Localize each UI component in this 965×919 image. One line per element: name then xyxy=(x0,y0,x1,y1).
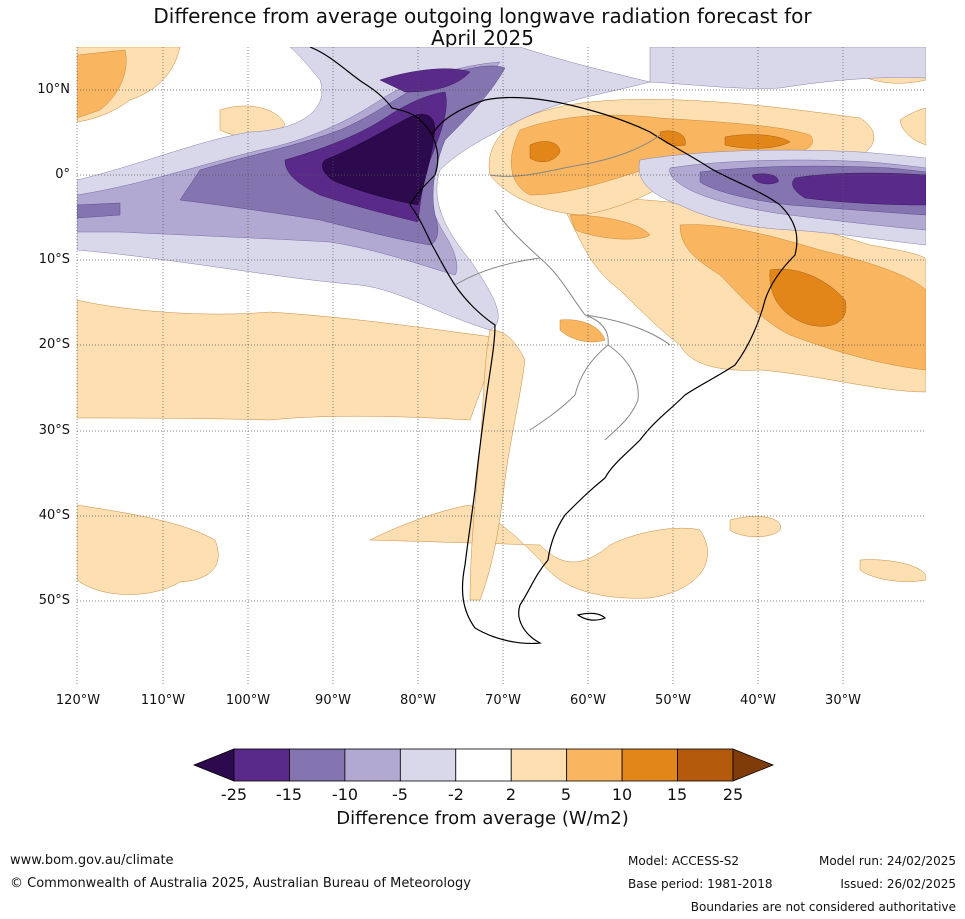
colorbar-segment xyxy=(510,748,568,782)
colorbar-tick: -5 xyxy=(392,785,408,804)
positive-anomaly-atlantic-south xyxy=(729,516,926,582)
model-run-date: Model run: 24/02/2025 xyxy=(818,854,956,868)
colorbar-segment xyxy=(455,748,512,782)
colorbar xyxy=(192,748,775,782)
issued-date: Issued: 26/02/2025 xyxy=(840,877,956,891)
positive-anomaly-chile-coast xyxy=(469,329,526,601)
colorbar-segment xyxy=(566,748,623,782)
positive-anomaly-sw-pacific xyxy=(77,504,219,595)
lon-label-110w: 110°W xyxy=(140,693,186,708)
colorbar-segment xyxy=(344,748,401,782)
country-borders xyxy=(454,134,671,441)
colorbar-tick: 5 xyxy=(560,785,572,804)
base-period: Base period: 1981-2018 xyxy=(628,877,773,891)
colorbar-segment xyxy=(677,748,734,782)
graticule xyxy=(76,47,926,685)
colorbar-tick: 15 xyxy=(666,785,688,804)
lat-label-50s: 50°S xyxy=(38,593,70,608)
coastline-central-america xyxy=(309,47,433,136)
website-link[interactable]: www.bom.gov.au/climate xyxy=(10,853,174,868)
lon-label-50w: 50°W xyxy=(655,693,691,708)
lat-label-30s: 30°S xyxy=(38,423,70,438)
lon-label-60w: 60°W xyxy=(570,693,606,708)
coastline-south-america xyxy=(409,96,798,645)
colorbar-tick: 10 xyxy=(611,785,633,804)
lon-label-100w: 100°W xyxy=(225,693,271,708)
colorbar-label: Difference from average (W/m2) xyxy=(336,808,629,829)
colorbar-segment xyxy=(289,748,346,782)
positive-anomaly-east-pacific xyxy=(77,47,286,138)
colorbar-extend-min xyxy=(192,748,235,782)
model-name: Model: ACCESS-S2 xyxy=(628,854,740,868)
colorbar-segment xyxy=(399,748,457,782)
colorbar-segment xyxy=(233,748,290,782)
lat-label-10n: 10°N xyxy=(37,82,70,97)
lat-label-0: 0° xyxy=(55,167,70,182)
colorbar-segment xyxy=(621,748,678,782)
lon-label-70w: 70°W xyxy=(485,693,521,708)
falkland-islands xyxy=(576,612,607,621)
colorbar-tick: -15 xyxy=(275,785,303,804)
lon-label-30w: 30°W xyxy=(825,693,861,708)
lon-label-90w: 90°W xyxy=(315,693,351,708)
map-title-line2: April 2025 xyxy=(431,26,534,50)
negative-anomaly-north-strip xyxy=(649,47,926,89)
colorbar-tick: -2 xyxy=(448,785,464,804)
moderate-positive-ep xyxy=(77,49,651,343)
colorbar-tick: -10 xyxy=(331,785,359,804)
lat-label-20s: 20°S xyxy=(38,337,70,352)
extreme-negative-pacific xyxy=(322,114,436,206)
positive-anomaly-southern-pacific-band xyxy=(77,299,501,421)
lat-label-10s: 10°S xyxy=(38,252,70,267)
boundaries-disclaimer: Boundaries are not considered authoritat… xyxy=(690,900,956,914)
colorbar-tick: 2 xyxy=(505,785,517,804)
lon-label-40w: 40°W xyxy=(740,693,776,708)
colorbar-extend-max xyxy=(732,748,775,782)
positive-anomaly-patagonia-east xyxy=(369,504,708,599)
lon-label-80w: 80°W xyxy=(400,693,436,708)
colorbar-tick: -25 xyxy=(220,785,248,804)
anomaly-shading xyxy=(77,47,926,685)
lat-label-40s: 40°S xyxy=(38,508,70,523)
colorbar-tick: 25 xyxy=(722,785,744,804)
very-strong-negative-atlantic xyxy=(751,172,926,206)
map-title-line1: Difference from average outgoing longwav… xyxy=(153,4,812,28)
strong-positive-brazil xyxy=(769,268,847,327)
copyright-text: © Commonwealth of Australia 2025, Austra… xyxy=(10,876,471,891)
lon-label-120w: 120°W xyxy=(55,693,101,708)
